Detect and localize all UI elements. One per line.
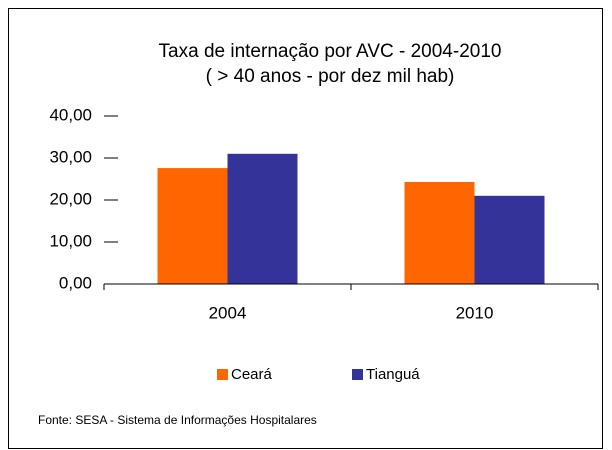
source-note: Fonte: SESA - Sistema de Informações Hos… (38, 413, 317, 427)
bar (474, 195, 545, 284)
y-tick-label: 0,00 (59, 273, 92, 292)
chart-subtitle: ( > 40 anos - por dez mil hab) (206, 66, 455, 87)
legend-swatch (217, 369, 228, 380)
legend-label: Ceará (231, 366, 273, 383)
legend-label: Tianguá (366, 366, 420, 383)
bar (227, 153, 298, 284)
chart-title: Taxa de internação por AVC - 2004-2010 (159, 41, 502, 62)
y-tick-label: 40,00 (49, 105, 92, 124)
y-tick-label: 20,00 (49, 189, 92, 208)
bar (404, 181, 475, 284)
y-tick-label: 30,00 (49, 147, 92, 166)
bar (157, 168, 228, 284)
y-tick-label: 10,00 (49, 231, 92, 250)
legend-swatch (352, 369, 363, 380)
x-tick-label: 2004 (209, 303, 247, 322)
x-tick-label: 2010 (456, 303, 494, 322)
